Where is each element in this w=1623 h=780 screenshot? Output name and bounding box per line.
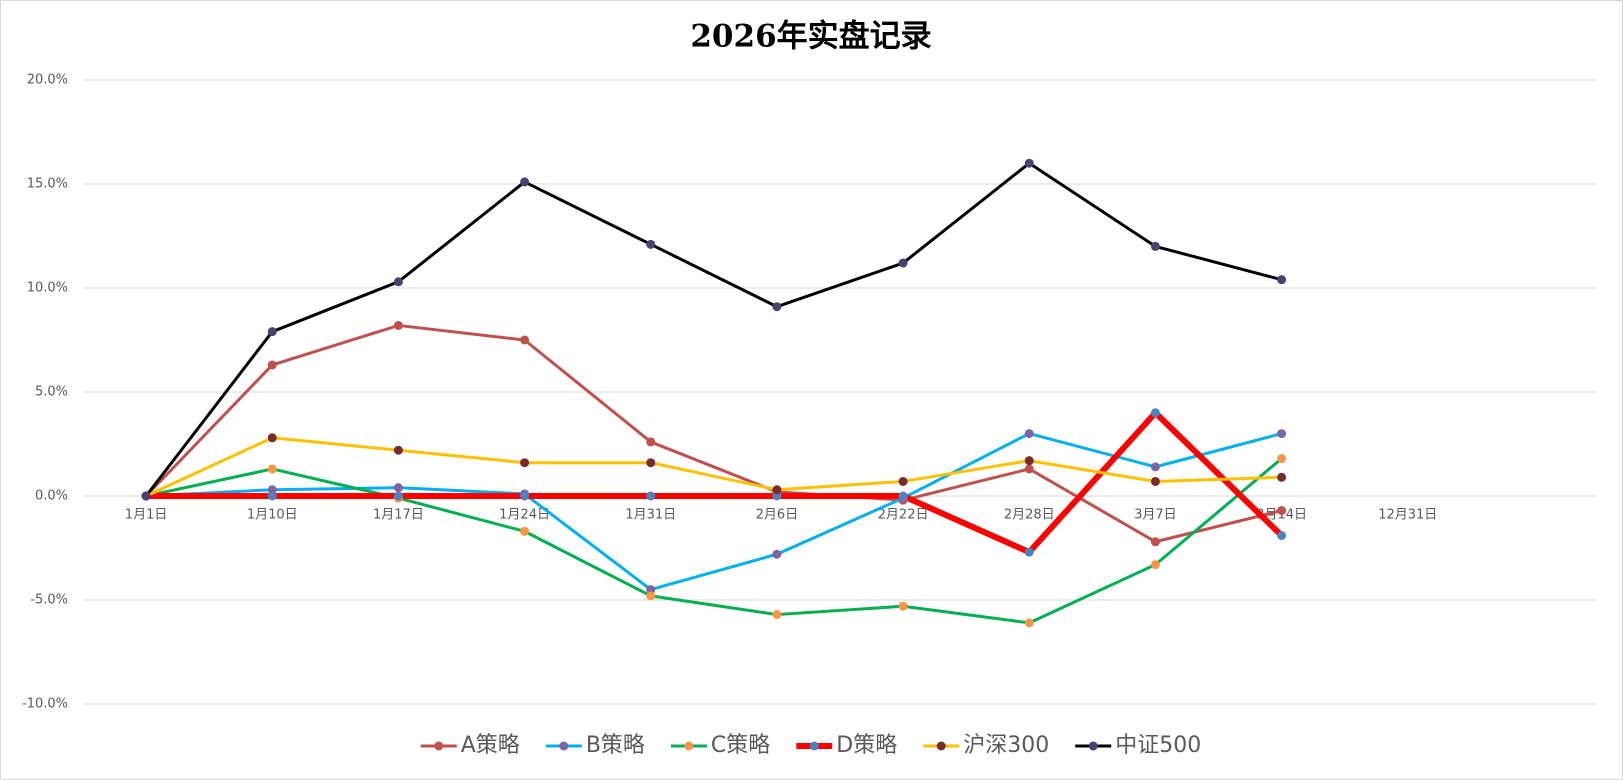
legend-marker: [434, 741, 444, 751]
data-point: [520, 335, 530, 345]
data-point: [1024, 618, 1034, 628]
y-tick-label: 0.0%: [35, 489, 68, 504]
series-line: [146, 409, 1284, 556]
data-point: [393, 277, 403, 287]
data-point: [1024, 429, 1034, 439]
x-tick-label: 2月28日: [1004, 508, 1055, 523]
data-point: [520, 491, 530, 501]
data-point: [1277, 506, 1287, 516]
data-point: [1150, 408, 1160, 418]
data-point: [1277, 429, 1287, 439]
legend-item: A策略: [420, 733, 520, 758]
data-point: [772, 485, 782, 495]
y-tick-label: -10.0%: [22, 697, 68, 712]
y-tick-label: 15.0%: [27, 177, 68, 192]
x-tick-label: 3月7日: [1134, 508, 1177, 523]
data-point: [520, 458, 530, 468]
data-point: [898, 476, 908, 486]
data-point: [772, 491, 782, 501]
data-point: [393, 491, 403, 501]
legend-label: 沪深300: [963, 733, 1049, 758]
x-tick-label: 2月22日: [878, 508, 929, 523]
series-line: [144, 161, 1282, 497]
data-point: [141, 491, 151, 501]
data-point: [1277, 275, 1287, 285]
legend-label: D策略: [836, 733, 897, 758]
data-point: [772, 302, 782, 312]
series-line: [145, 457, 1283, 625]
x-tick-label: 1月17日: [373, 508, 424, 523]
data-point: [267, 491, 277, 501]
data-point: [1024, 158, 1034, 168]
legend-item: B策略: [545, 733, 645, 758]
chart-title: 2026年实盘记录: [690, 19, 931, 55]
data-point: [1150, 476, 1160, 486]
data-point: [520, 177, 530, 187]
legend-label: A策略: [461, 733, 520, 758]
data-point: [267, 485, 277, 495]
data-point: [646, 591, 656, 601]
x-tick-label: 1月10日: [247, 508, 298, 523]
data-point: [1277, 531, 1287, 541]
x-tick-label: 1月31日: [625, 508, 676, 523]
data-point: [1024, 547, 1034, 557]
legend-label: C策略: [711, 733, 770, 758]
data-point: [646, 491, 656, 501]
legend-marker: [559, 741, 569, 751]
data-point: [1150, 241, 1160, 251]
legend-marker: [809, 741, 819, 751]
data-point: [646, 585, 656, 595]
series-line: [146, 432, 1282, 592]
data-point: [1150, 462, 1160, 472]
data-point: [267, 327, 277, 337]
legend-marker: [936, 741, 946, 751]
data-point: [898, 491, 908, 501]
legend-marker: [1088, 741, 1098, 751]
y-tick-label: 10.0%: [27, 281, 68, 296]
x-tick-label: 1月24日: [499, 508, 550, 523]
y-tick-label: 5.0%: [35, 385, 68, 400]
data-point: [646, 437, 656, 447]
legend-marker: [684, 741, 694, 751]
data-point: [393, 445, 403, 455]
data-point: [772, 610, 782, 620]
data-point: [520, 526, 530, 536]
legend-item: 中证500: [1075, 733, 1201, 758]
x-tick-label: 12月31日: [1378, 508, 1437, 523]
series-line: [145, 436, 1282, 498]
data-point: [393, 320, 403, 330]
data-point: [393, 483, 403, 493]
data-point: [646, 458, 656, 468]
legend-item: 沪深300: [923, 733, 1049, 758]
data-point: [267, 464, 277, 474]
series-line: [145, 323, 1282, 544]
data-point: [267, 433, 277, 443]
data-point: [898, 601, 908, 611]
x-tick-label: 2月6日: [756, 508, 799, 523]
legend-item: C策略: [670, 733, 770, 758]
legend-item: D策略: [796, 733, 897, 758]
data-point: [1024, 456, 1034, 466]
y-tick-label: -5.0%: [30, 593, 68, 608]
legend-label: B策略: [586, 733, 645, 758]
data-point: [1277, 454, 1287, 464]
data-point: [267, 360, 277, 370]
data-point: [1150, 560, 1160, 570]
data-point: [1024, 464, 1034, 474]
data-point: [772, 549, 782, 559]
data-point: [1277, 472, 1287, 482]
y-tick-label: 20.0%: [27, 73, 68, 88]
legend-label: 中证500: [1115, 733, 1201, 758]
data-point: [646, 239, 656, 249]
data-point: [898, 258, 908, 268]
data-point: [1150, 537, 1160, 547]
x-tick-label: 1月1日: [125, 508, 168, 523]
